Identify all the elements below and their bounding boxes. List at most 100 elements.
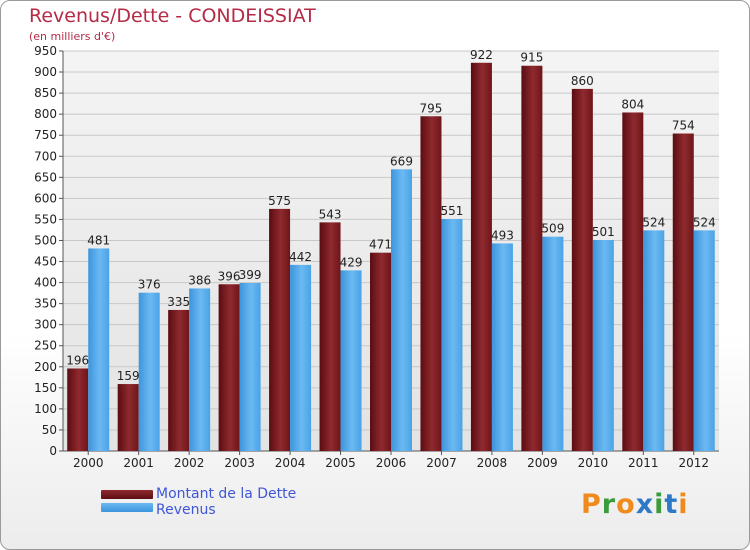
data-label-revenue: 429 [340, 255, 363, 269]
y-tick-label: 550 [34, 212, 57, 226]
y-tick-label: 650 [34, 170, 57, 184]
logo-letter: i [654, 489, 665, 520]
chart-subtitle: (en milliers d'€) [29, 30, 116, 43]
data-label-revenue: 551 [441, 204, 464, 218]
y-tick-label: 850 [34, 86, 57, 100]
data-label-debt: 795 [420, 101, 443, 115]
bar-revenue [643, 230, 665, 451]
bars [67, 62, 715, 452]
y-tick-label: 750 [34, 128, 57, 142]
x-tick-label: 2007 [426, 456, 457, 470]
x-tick-label: 2005 [325, 456, 356, 470]
y-tick-label: 0 [49, 444, 57, 458]
data-label-debt: 915 [520, 51, 543, 65]
data-label-debt: 335 [167, 295, 190, 309]
axes: 0 50 100 150 200 250 300 350 400 450 500 550 600 650 7… [34, 44, 719, 470]
y-tick-label: 800 [34, 107, 57, 121]
x-tick-label: 2001 [123, 456, 154, 470]
y-tick-label: 150 [34, 381, 57, 395]
data-label-revenue: 386 [188, 273, 211, 287]
bar-debt [269, 208, 291, 451]
bar-revenue [693, 230, 715, 451]
data-label-debt: 804 [621, 97, 644, 111]
bar-revenue [542, 236, 564, 451]
data-label-revenue: 524 [642, 215, 665, 229]
data-label-revenue: 442 [289, 250, 312, 264]
bar-debt [117, 384, 139, 451]
x-tick-label: 2004 [275, 456, 306, 470]
y-tick-label: 50 [42, 423, 57, 437]
bar-revenue [88, 248, 110, 451]
data-label-debt: 159 [117, 369, 140, 383]
logo-letter: i [678, 489, 689, 520]
bar-revenue [189, 288, 211, 451]
x-tick-label: 2003 [224, 456, 255, 470]
logo-letter: P [581, 489, 602, 520]
bar-debt [370, 252, 391, 451]
bar-revenue [592, 240, 614, 451]
x-tick-label: 2008 [477, 456, 508, 470]
bar-debt [218, 284, 240, 451]
bar-revenue [138, 292, 160, 451]
y-tick-label: 900 [34, 65, 57, 79]
proxiti-logo: Proxiti [581, 489, 689, 520]
bar-debt [470, 62, 492, 451]
data-label-debt: 922 [470, 48, 493, 62]
x-tick-label: 2011 [628, 456, 659, 470]
data-label-debt: 575 [268, 194, 291, 208]
x-tick-label: 2010 [578, 456, 609, 470]
legend-swatch-debt [101, 490, 153, 499]
bar-debt [168, 309, 190, 451]
y-tick-label: 500 [34, 233, 57, 247]
x-tick-label: 2009 [527, 456, 558, 470]
y-tick-label: 700 [34, 149, 57, 163]
bar-debt [67, 368, 89, 451]
y-tick-label: 350 [34, 297, 57, 311]
bar-revenue [239, 283, 261, 451]
legend-label-revenue: Revenus [156, 502, 216, 518]
data-label-revenue: 376 [138, 278, 161, 292]
x-tick-label: 2012 [678, 456, 709, 470]
bar-revenue [290, 264, 312, 451]
bar-revenue [441, 219, 463, 451]
data-label-debt: 754 [672, 119, 695, 133]
x-tick-label: 2006 [376, 456, 407, 470]
y-tick-label: 950 [34, 44, 57, 58]
y-tick-label: 200 [34, 360, 57, 374]
x-tick-label: 2002 [174, 456, 205, 470]
legend-label-debt: Montant de la Dette [156, 486, 297, 502]
bar-debt [420, 116, 442, 452]
y-tick-label: 400 [34, 276, 57, 290]
bar-debt [622, 112, 644, 451]
logo-letter: x [635, 489, 655, 520]
y-tick-label: 100 [34, 402, 57, 416]
bar-revenue [340, 270, 362, 451]
data-label-revenue: 399 [239, 268, 262, 282]
data-label-revenue: 669 [390, 154, 413, 168]
y-tick-label: 300 [34, 318, 57, 332]
y-tick-label: 450 [34, 255, 57, 269]
y-tick-label: 250 [34, 339, 57, 353]
bar-debt [672, 133, 694, 452]
bar-debt [571, 88, 593, 451]
data-label-debt: 396 [218, 269, 241, 283]
data-label-revenue: 481 [87, 233, 110, 247]
data-label-debt: 471 [369, 238, 392, 252]
x-tick-label: 2000 [73, 456, 104, 470]
data-label-revenue: 501 [592, 225, 615, 239]
logo-letter: t [664, 489, 679, 520]
y-tick-label: 600 [34, 191, 57, 205]
bar-debt [521, 65, 543, 451]
data-label-revenue: 493 [491, 228, 514, 242]
data-label-debt: 543 [319, 207, 342, 221]
logo-letter: o [616, 489, 636, 520]
data-label-revenue: 524 [693, 215, 716, 229]
bar-revenue [491, 243, 513, 451]
legend-swatch-revenue [101, 503, 153, 512]
chart-title: Revenus/Dette - CONDEISSIAT [29, 5, 316, 27]
bar-revenue [391, 169, 412, 451]
bar-debt [319, 222, 341, 451]
logo-letter: r [601, 489, 617, 520]
